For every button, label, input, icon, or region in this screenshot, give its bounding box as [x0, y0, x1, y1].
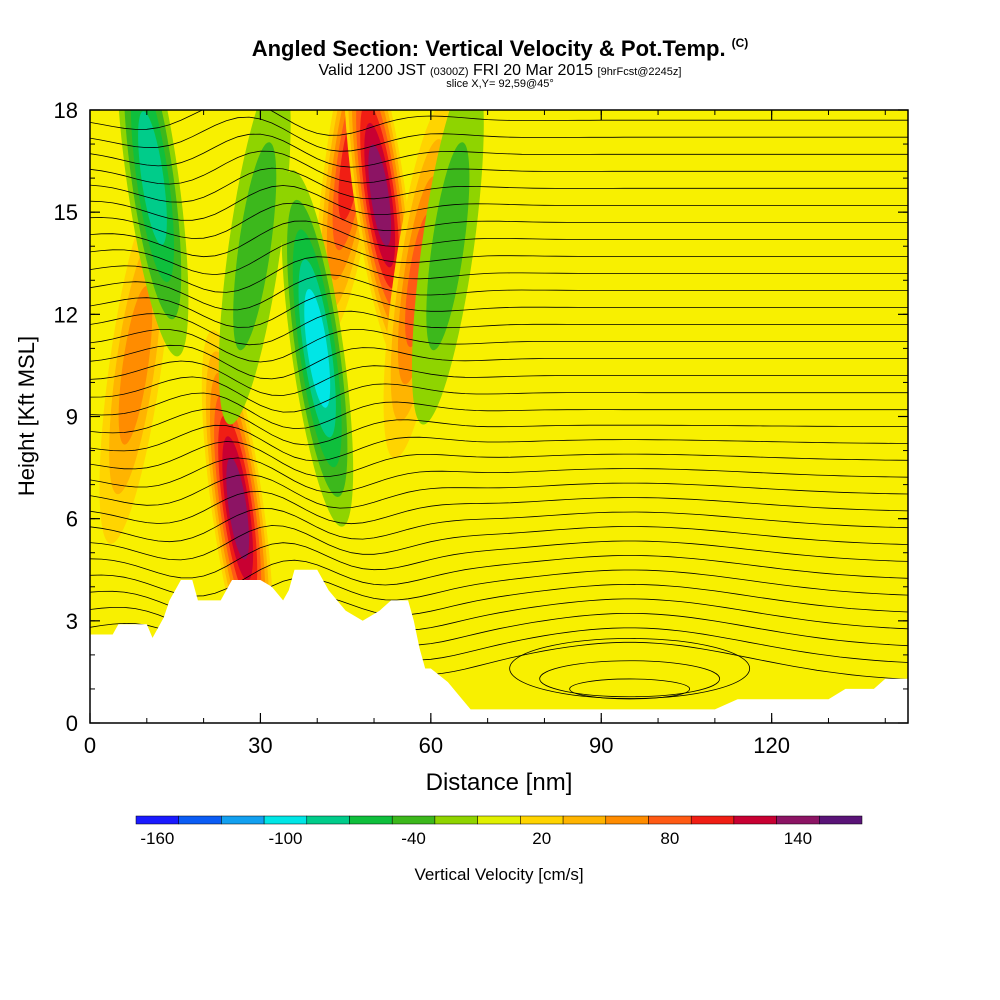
- colorbar-swatch: [221, 815, 265, 825]
- y-tick-label: 18: [54, 98, 78, 123]
- descent-core: [411, 110, 484, 425]
- isentrope-line: [90, 525, 908, 561]
- colorbar-swatch: [263, 815, 308, 825]
- colorbar-swatch: [648, 815, 692, 825]
- isentrope-line: [90, 256, 908, 293]
- x-tick-label: 30: [248, 733, 272, 758]
- colorbar-swatch: [690, 815, 735, 825]
- isentrope-line: [90, 491, 908, 525]
- isentrope-line: [90, 220, 908, 258]
- y-tick-label: 12: [54, 302, 78, 327]
- forecast-info: [9hrFcst@2245z]: [597, 66, 682, 78]
- colorbar-swatch: [306, 815, 350, 825]
- isentrope-line: [539, 660, 721, 698]
- colorbar-tick-label: -40: [401, 829, 426, 848]
- velocity-shade: [233, 142, 277, 351]
- terrain-mask: [90, 569, 908, 723]
- isentrope-line: [90, 238, 908, 276]
- velocity-shade: [368, 144, 392, 247]
- colorbar-swatch: [391, 815, 436, 825]
- ascent-core: [201, 330, 274, 687]
- isentrope-line: [90, 441, 908, 478]
- colorbar-swatch: [819, 815, 863, 825]
- colorbar-swatch: [562, 815, 607, 825]
- colorbar-swatch: [477, 815, 521, 825]
- isentrope-line: [90, 167, 908, 203]
- colorbar-label: Vertical Velocity [cm/s]: [414, 865, 583, 884]
- colorbar-tick-label: 80: [660, 829, 679, 848]
- isentrope-line: [90, 360, 908, 396]
- descent-core: [116, 110, 189, 357]
- colorbar-tick-label: 140: [784, 829, 812, 848]
- isentrope-line: [90, 540, 908, 579]
- y-tick-label: 0: [66, 711, 78, 736]
- colorbar-swatch: [135, 815, 179, 825]
- isentrope-line: [90, 310, 908, 346]
- colorbar: -160 -100 -40 20 80 140: [135, 815, 863, 848]
- y-tick-label: 15: [54, 200, 78, 225]
- slice-info: slice X,Y= 92,59@45°: [446, 78, 554, 90]
- isentrope-line: [90, 329, 908, 363]
- isentrope-line: [90, 133, 908, 168]
- colorbar-tick-label: 20: [532, 829, 551, 848]
- x-axis-label: Distance [nm]: [426, 769, 573, 796]
- colorbar-swatch: [520, 815, 564, 825]
- chart-subtitle: Valid 1200 JST (0300Z) FRI 20 Mar 2015 […: [0, 62, 1000, 80]
- isentrope-line: [90, 116, 908, 152]
- isentrope-line: [90, 424, 908, 462]
- title-tag: (C): [731, 36, 749, 50]
- isentrope-line: [90, 292, 908, 328]
- descent-core: [281, 170, 354, 527]
- isentrope-line: [90, 110, 908, 136]
- isentrope-line: [90, 202, 908, 239]
- x-tick-label: 120: [753, 733, 790, 758]
- x-tick-label: 60: [419, 733, 443, 758]
- velocity-shade: [118, 286, 153, 445]
- isentrope-line: [90, 344, 908, 380]
- y-tick-label: 9: [66, 405, 78, 430]
- colorbar-swatch: [776, 815, 820, 825]
- title-text: Angled Section: Vertical Velocity & Pot.…: [251, 36, 726, 61]
- colorbar-tick-label: -100: [268, 829, 302, 848]
- isentrope-line: [90, 457, 908, 493]
- descent-core: [218, 110, 291, 425]
- colorbar-swatch: [349, 815, 393, 825]
- velocity-shade: [304, 288, 331, 408]
- isentrope-line: [90, 150, 908, 185]
- isentrope-line: [90, 274, 908, 311]
- colorbar-swatch: [733, 815, 777, 825]
- isentrope-line: [90, 392, 908, 430]
- valid-date: FRI 20 Mar 2015: [473, 62, 594, 79]
- isentrope-line: [90, 408, 908, 446]
- y-tick-label: 3: [66, 609, 78, 634]
- isentrope-line: [509, 638, 751, 699]
- isentrope-line: [569, 678, 691, 700]
- isentrope-line: [90, 555, 908, 597]
- y-axis-label: Height [Kft MSL]: [14, 336, 39, 496]
- colorbar-tick-label: -160: [140, 829, 174, 848]
- x-tick-label: 0: [84, 733, 96, 758]
- axes: 0 30 60 90 120 0 3 6 9 12 15 18: [54, 98, 908, 758]
- terrain-area: [90, 569, 908, 723]
- chart-title: Angled Section: Vertical Velocity & Pot.…: [0, 36, 1000, 62]
- colorbar-swatch: [178, 815, 222, 825]
- velocity-shade: [426, 142, 470, 351]
- isentrope-line: [90, 185, 908, 221]
- valid-prefix: Valid 1200 JST: [318, 62, 426, 79]
- isentrope-line: [90, 474, 908, 509]
- x-tick-label: 90: [589, 733, 613, 758]
- velocity-shade: [138, 111, 167, 245]
- colorbar-swatch: [434, 815, 478, 825]
- isentrope-line: [90, 508, 908, 543]
- y-tick-label: 6: [66, 507, 78, 532]
- isentrope-line: [90, 376, 908, 413]
- colorbar-swatch: [605, 815, 649, 825]
- valid-utc: (0300Z): [430, 66, 469, 78]
